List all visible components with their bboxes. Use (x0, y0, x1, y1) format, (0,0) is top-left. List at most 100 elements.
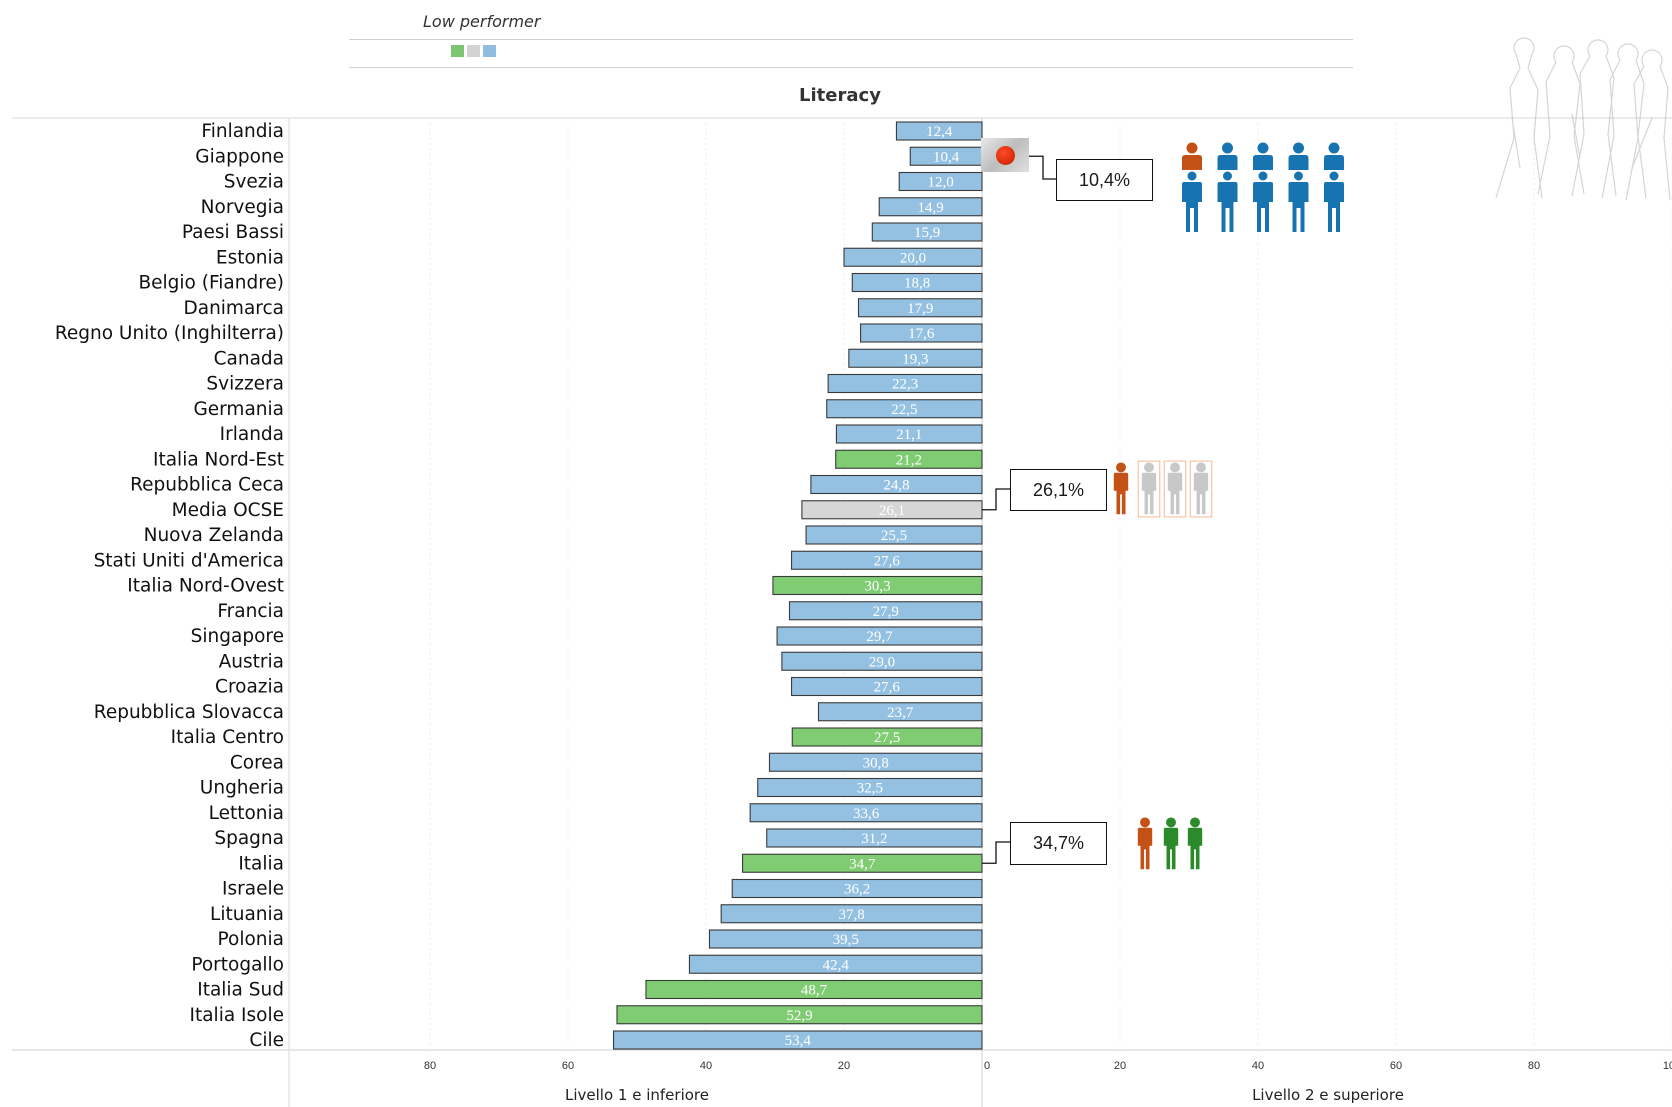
pictogram-italy (1137, 817, 1203, 870)
category-label: Italia Sud (197, 980, 284, 1001)
callout-connector (1029, 155, 1056, 180)
bar-value-label: 20,0 (900, 250, 926, 266)
x-tick-label: 40 (700, 1060, 712, 1072)
person-icon (1253, 171, 1273, 232)
legend-swatch-oecd (467, 45, 480, 57)
bar-value-label: 42,4 (823, 957, 850, 973)
bar-value-label: 52,9 (786, 1008, 812, 1024)
callout-italy-percent: 34,7% (1010, 822, 1107, 865)
bar (871, 222, 983, 242)
bar-value-label: 39,5 (833, 932, 859, 948)
person-icon (1189, 460, 1213, 518)
legend-swatches (451, 45, 496, 57)
bar (688, 954, 983, 974)
category-label: Lettonia (209, 803, 284, 824)
bar-value-label: 10,4 (933, 149, 960, 165)
category-label: Francia (217, 601, 284, 622)
bar (835, 424, 983, 444)
x-axis: 80 60 40 20 0 20 40 60 80 100 Livello 1 e inferior… (424, 1060, 1672, 1104)
category-label: Repubblica Ceca (130, 475, 284, 496)
bar-value-label: 36,2 (844, 882, 870, 898)
bar-value-label: 15,9 (914, 225, 940, 241)
category-label: Italia Nord-Ovest (127, 576, 284, 597)
x-axis-title-left: Livello 1 e inferiore (565, 1086, 709, 1104)
x-tick-label: 60 (562, 1060, 574, 1072)
category-label: Portogallo (191, 954, 284, 975)
bar-value-label: 27,9 (873, 604, 899, 620)
bar-value-label: 14,9 (917, 200, 943, 216)
callout-connectors (982, 155, 1056, 864)
callout-oecd-percent: 26,1% (1010, 469, 1107, 511)
bar (645, 979, 983, 1000)
category-label: Polonia (218, 929, 284, 950)
category-label: Repubblica Slovacca (94, 702, 284, 723)
person-icon (1163, 817, 1179, 870)
category-label: Svezia (224, 172, 284, 193)
bar (772, 575, 983, 596)
bar-value-label: 31,2 (861, 831, 887, 847)
x-tick-label: 100 (1663, 1060, 1672, 1072)
category-label: Finlandia (201, 121, 284, 142)
category-label: Ungheria (200, 778, 284, 799)
category-label: Danimarca (183, 298, 284, 319)
bar (768, 752, 983, 772)
category-label: Nuova Zelanda (144, 525, 284, 546)
bar-value-label: 30,3 (864, 579, 890, 595)
category-label: Stati Uniti d'America (94, 550, 284, 571)
bar-value-label: 33,6 (853, 806, 880, 822)
bar (781, 651, 983, 671)
chart-title: Literacy (799, 85, 881, 106)
callout-japan-percent: 10,4% (1056, 159, 1153, 201)
person-icon (1163, 460, 1187, 518)
bar-value-label: 22,5 (891, 402, 917, 418)
category-labels: Finlandia Giappone Svezia Norvegia Paesi Bas… (55, 121, 284, 1051)
category-label: Giappone (195, 146, 284, 167)
bar (791, 550, 983, 570)
category-label: Canada (214, 348, 284, 369)
category-label: Singapore (191, 626, 284, 647)
category-label: Belgio (Fiandre) (138, 273, 284, 294)
person-icon (1288, 142, 1309, 170)
bar (878, 197, 983, 217)
legend-divider-top (349, 39, 1353, 40)
bars: 12,4 10,4 12,0 14,9 15,9 20,0 18,8 17,9 17,6 19,3… (612, 121, 983, 1050)
bar (835, 449, 983, 469)
x-tick-label: 80 (424, 1060, 436, 1072)
x-tick-label: 40 (1252, 1060, 1264, 1072)
bar (805, 525, 983, 545)
bar-value-label: 21,2 (896, 452, 922, 468)
bar-value-label: 27,6 (874, 553, 901, 569)
category-label: Italia Isole (190, 1005, 284, 1026)
bar-value-label: 18,8 (904, 276, 930, 292)
person-icon (1324, 142, 1344, 170)
bar-value-label: 23,7 (887, 705, 914, 721)
category-label: Israele (222, 879, 284, 900)
bar-value-label: 17,6 (908, 326, 935, 342)
callout-connector (982, 488, 1010, 511)
bar (851, 272, 983, 293)
bar (791, 676, 983, 697)
category-label: Media OCSE (172, 500, 284, 521)
legend-title: Low performer (423, 12, 541, 31)
category-label: Norvegia (201, 197, 284, 218)
bar-value-label: 25,5 (881, 528, 907, 544)
category-label: Estonia (216, 247, 284, 268)
category-label: Germania (193, 399, 284, 420)
category-label: Cile (249, 1030, 284, 1051)
callout-connector (982, 841, 1010, 864)
bar (898, 171, 983, 192)
bar (843, 247, 983, 267)
bar (895, 121, 983, 141)
person-icon (1137, 460, 1161, 518)
bar-value-label: 27,6 (874, 680, 901, 696)
bar-value-label: 34,7 (849, 856, 876, 872)
bar (791, 727, 983, 747)
bar-value-label: 27,5 (874, 730, 900, 746)
bar-value-label: 37,8 (838, 907, 864, 923)
bar (757, 777, 983, 798)
person-icon (1187, 817, 1203, 870)
person-icon (1137, 817, 1153, 870)
bar-value-label: 12,4 (926, 124, 953, 140)
category-label: Spagna (214, 828, 284, 849)
person-icon (1182, 142, 1202, 170)
